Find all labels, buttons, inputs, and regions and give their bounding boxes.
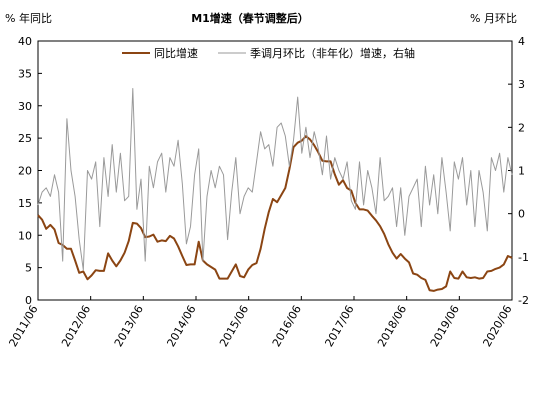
- right-tick-label: 0: [518, 208, 525, 221]
- chart-title: M1增速（春节调整后）: [191, 11, 309, 25]
- right-axis-unit-label: % 月环比: [470, 12, 517, 25]
- legend-label-mom: 季调月环比（非年化）增速，右轴: [250, 46, 415, 60]
- left-axis-unit-label: % 年同比: [5, 11, 52, 25]
- right-tick-label: 1: [518, 165, 525, 178]
- left-tick-label: 10: [18, 229, 32, 242]
- right-tick-label: 2: [518, 121, 525, 134]
- series-mom-line: [37, 88, 513, 271]
- series-yoy-line: [37, 135, 513, 292]
- left-tick-label: 25: [18, 132, 32, 145]
- left-tick-label: 35: [18, 67, 32, 80]
- right-tick-label: 3: [518, 78, 525, 91]
- left-tick-label: 30: [18, 100, 32, 113]
- right-tick-label: -1: [518, 251, 529, 264]
- right-tick-label: 4: [518, 35, 525, 48]
- right-tick-label: -2: [518, 294, 529, 307]
- left-tick-label: 0: [25, 294, 32, 307]
- left-tick-label: 15: [18, 197, 32, 210]
- legend-label-yoy: 同比增速: [154, 46, 198, 60]
- left-tick-label: 20: [18, 165, 32, 178]
- left-tick-label: 5: [25, 262, 32, 275]
- left-tick-label: 40: [18, 35, 32, 48]
